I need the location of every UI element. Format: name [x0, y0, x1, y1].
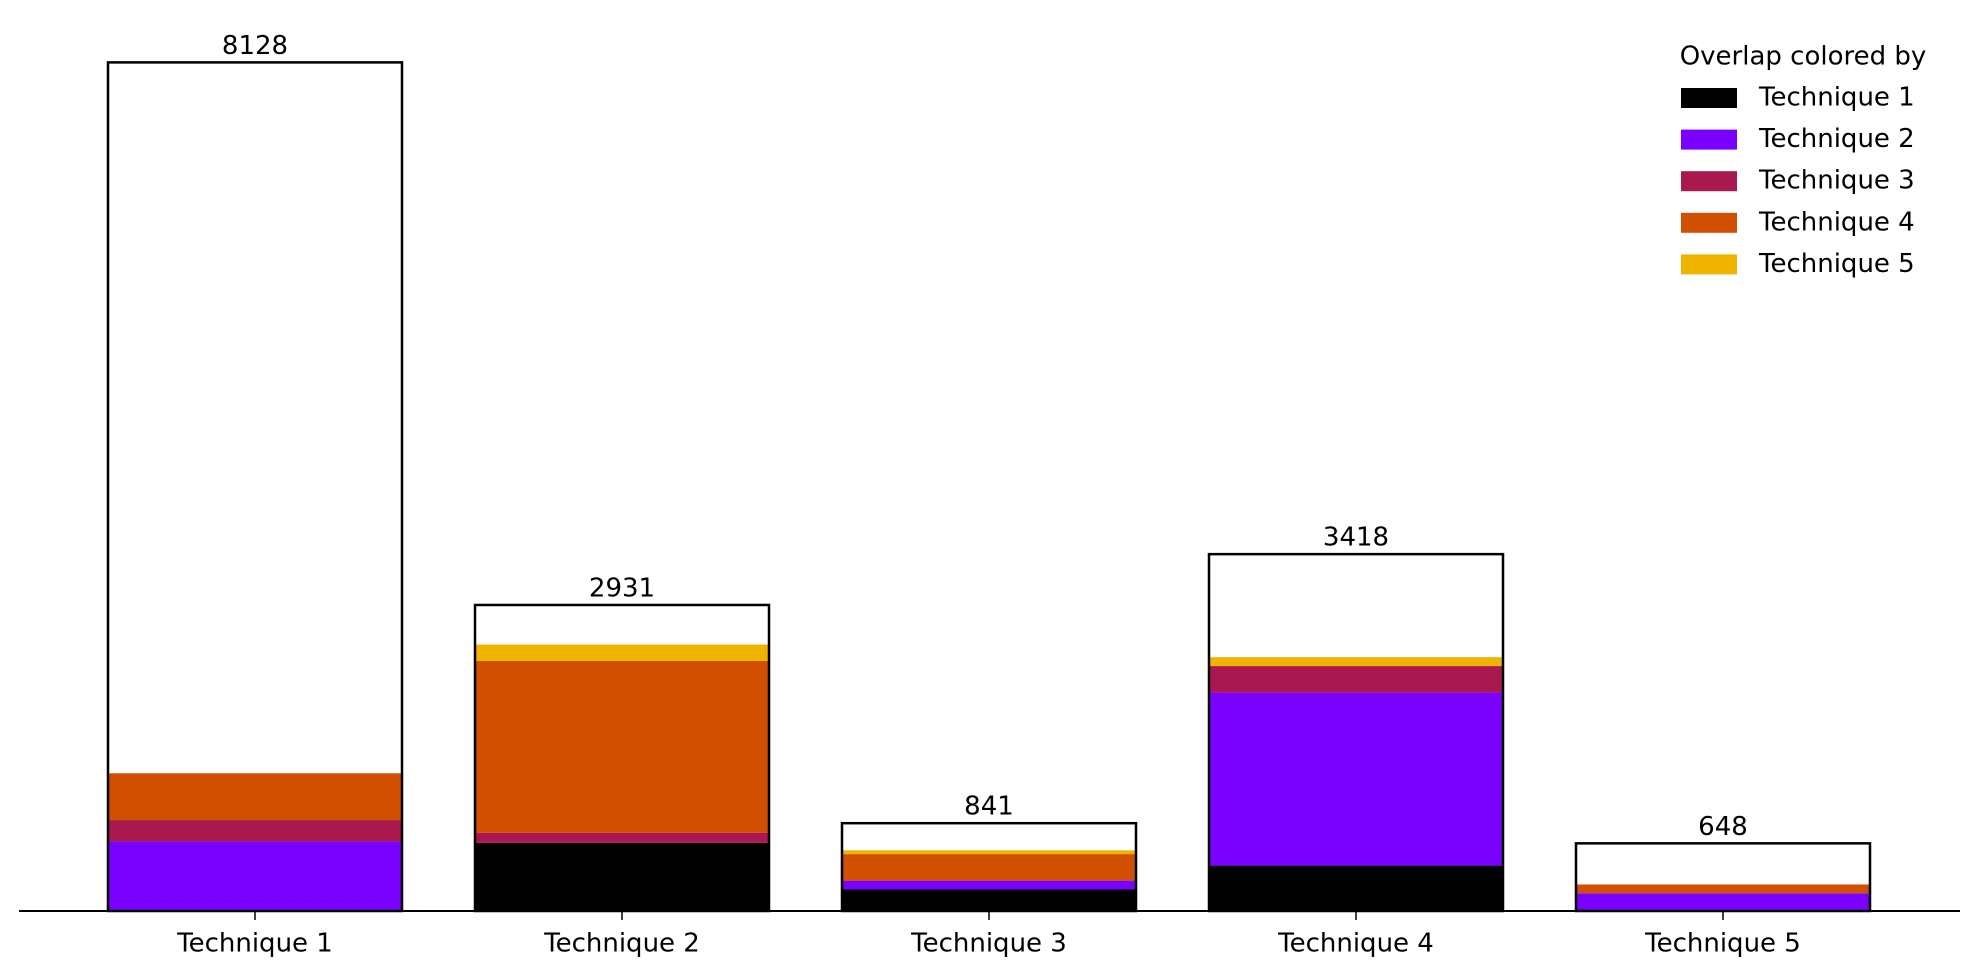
- legend-label: Technique 4: [1758, 207, 1915, 237]
- bar-segment: [842, 850, 1136, 855]
- bar-segment: [1209, 666, 1503, 693]
- total-label: 648: [1698, 812, 1748, 842]
- bar-segment: [108, 841, 402, 911]
- x-tick-label: Technique 4: [1277, 929, 1434, 959]
- total-label: 8128: [222, 31, 288, 61]
- bar-segment: [475, 644, 769, 661]
- legend-swatch: [1681, 212, 1737, 233]
- bar-segment: [108, 773, 402, 821]
- bar-segment: [1209, 657, 1503, 667]
- legend-label: Technique 5: [1758, 249, 1915, 279]
- legend-label: Technique 1: [1758, 83, 1915, 113]
- bar-segment: [842, 854, 1136, 881]
- legend-swatch: [1681, 129, 1737, 150]
- total-bar: [108, 62, 402, 912]
- bar-segment: [475, 842, 769, 911]
- total-label: 2931: [589, 573, 655, 603]
- legend-swatch: [1681, 171, 1737, 192]
- bar-segment: [1576, 893, 1870, 911]
- legend-label: Technique 3: [1758, 166, 1915, 196]
- bar-segment: [842, 880, 1136, 890]
- x-tick-label: Technique 3: [910, 929, 1067, 959]
- bar-segment: [842, 889, 1136, 911]
- bar-segment: [108, 820, 402, 842]
- bar-segment: [475, 660, 769, 833]
- legend-swatch: [1681, 88, 1737, 108]
- bar-segment: [1209, 865, 1503, 911]
- x-tick-label: Technique 5: [1644, 929, 1801, 959]
- bar-segment: [475, 832, 769, 843]
- total-label: 841: [964, 792, 1014, 822]
- legend-label: Technique 2: [1758, 124, 1915, 154]
- x-tick-label: Technique 1: [176, 929, 333, 959]
- total-label: 3418: [1323, 523, 1389, 553]
- x-tick-label: Technique 2: [543, 929, 700, 959]
- legend-swatch: [1681, 254, 1737, 275]
- legend-title: Overlap colored by: [1680, 42, 1927, 72]
- bar-segment: [1576, 884, 1870, 894]
- bar-segment: [1209, 692, 1503, 866]
